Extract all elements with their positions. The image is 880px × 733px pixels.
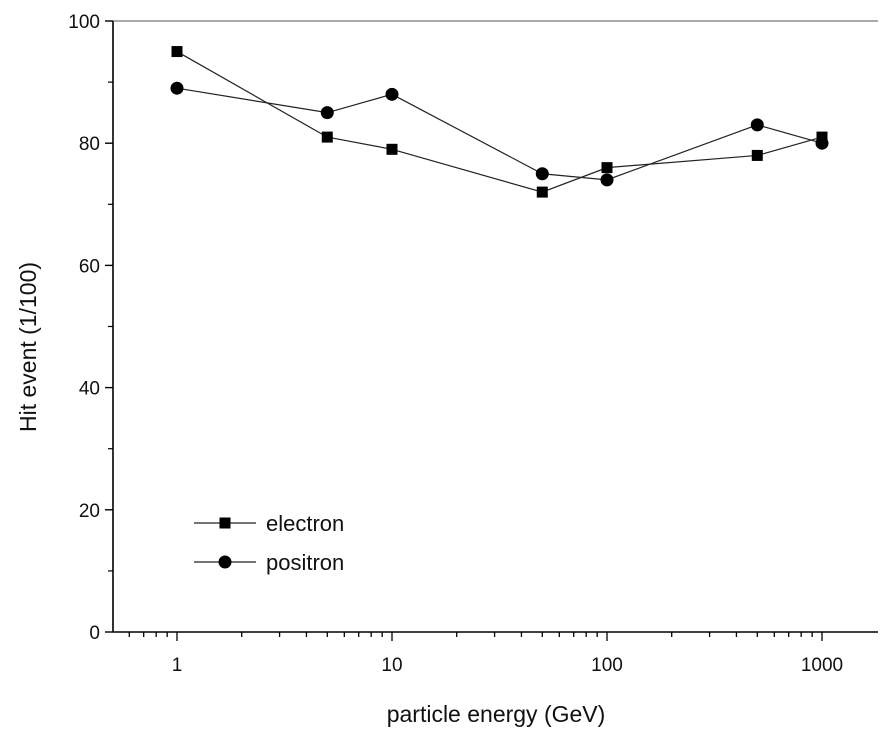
y-tick-label: 80 [79,134,100,155]
electron-legend-label: electron [266,511,344,536]
positron-legend-label: positron [266,550,344,575]
x-tick-label: 1000 [801,655,843,676]
electron-legend-marker [219,517,231,529]
positron-data-point [815,136,829,150]
y-tick-label: 40 [79,379,100,400]
x-tick-label: 1 [172,655,183,676]
electron-data-point [171,46,183,58]
positron-data-point [535,167,549,181]
series-layer [170,46,829,198]
electron-data-point [321,131,333,143]
electron-data-point [601,162,613,174]
y-ticks: 0 20 40 60 80 100 [68,12,113,644]
y-tick-label: 20 [79,501,100,522]
y-tick-label: 100 [68,12,100,33]
positron-data-point [600,173,614,187]
x-axis-title: particle energy (GeV) [387,701,606,727]
legend: electron positron [194,511,344,575]
x-tick-label: 10 [381,655,402,676]
positron-data-point [170,81,184,95]
electron-data-point [751,149,763,161]
positron-series-line [176,87,823,181]
positron-legend-marker [218,555,232,569]
x-tick-label: 100 [591,655,623,676]
positron-data-point [750,118,764,132]
x-ticks: 1 10 100 1000 [128,632,843,676]
y-tick-label: 60 [79,256,100,277]
electron-series-line [176,51,823,193]
axes [112,20,878,633]
electron-data-point [536,186,548,198]
positron-data-point [385,87,399,101]
positron-data-point [320,106,334,120]
electron-data-point [386,143,398,155]
y-axis-title: Hit event (1/100) [15,262,41,432]
y-tick-label: 0 [89,623,100,644]
